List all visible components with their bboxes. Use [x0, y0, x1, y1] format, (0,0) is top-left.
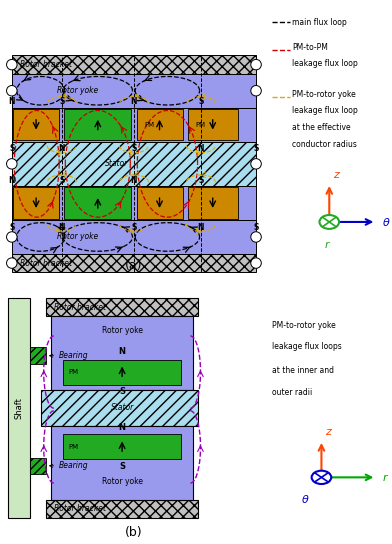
Circle shape — [251, 159, 261, 169]
Text: S: S — [9, 144, 15, 153]
Bar — [13, 109, 59, 140]
Text: S: S — [119, 462, 125, 471]
Text: $z$: $z$ — [333, 170, 341, 181]
Text: $\theta$: $\theta$ — [382, 216, 391, 228]
Bar — [136, 187, 183, 219]
Bar — [12, 55, 256, 74]
Text: $z$: $z$ — [325, 428, 334, 437]
Bar — [188, 187, 238, 219]
Text: Rotor bracket: Rotor bracket — [20, 60, 72, 69]
Text: N: N — [198, 222, 204, 232]
Text: $r$: $r$ — [382, 472, 389, 483]
Text: outer radii: outer radii — [272, 387, 313, 397]
Circle shape — [7, 159, 17, 169]
Bar — [12, 220, 256, 254]
Text: S: S — [9, 222, 15, 232]
Circle shape — [7, 232, 17, 242]
Bar — [64, 187, 131, 219]
Circle shape — [7, 258, 17, 268]
Bar — [46, 500, 198, 518]
Text: S: S — [59, 97, 64, 107]
Text: N: N — [198, 144, 204, 153]
Circle shape — [251, 59, 261, 70]
Text: N: N — [131, 176, 137, 185]
Bar — [30, 348, 46, 364]
Bar — [12, 254, 256, 272]
Text: S: S — [198, 176, 203, 185]
Circle shape — [7, 59, 17, 70]
Circle shape — [7, 85, 17, 96]
Text: leakage flux loop: leakage flux loop — [292, 107, 358, 115]
Text: N: N — [58, 144, 65, 153]
Text: Stator: Stator — [105, 159, 129, 168]
Bar — [12, 141, 256, 186]
Text: Rotor bracket: Rotor bracket — [54, 504, 106, 514]
Circle shape — [312, 471, 331, 484]
Bar — [64, 109, 131, 140]
Text: at the inner and: at the inner and — [272, 366, 334, 375]
Bar — [46, 298, 198, 316]
Circle shape — [319, 215, 339, 229]
Text: leakage flux loops: leakage flux loops — [272, 342, 342, 351]
Text: N: N — [119, 347, 125, 356]
Bar — [51, 426, 193, 500]
Text: S: S — [198, 97, 203, 107]
Text: S: S — [131, 144, 137, 153]
Circle shape — [251, 232, 261, 242]
Text: N: N — [131, 97, 137, 107]
Text: S: S — [59, 176, 64, 185]
Bar — [12, 74, 256, 108]
Text: PM: PM — [68, 444, 78, 450]
Text: Rotor yoke: Rotor yoke — [57, 232, 98, 242]
Text: Shaft: Shaft — [15, 397, 24, 419]
Text: PM-to-PM: PM-to-PM — [292, 42, 328, 52]
Text: Rotor yoke: Rotor yoke — [57, 86, 98, 95]
Text: S: S — [119, 387, 125, 397]
Text: Bearing: Bearing — [50, 461, 89, 471]
Bar — [41, 390, 198, 426]
Text: N: N — [9, 97, 15, 107]
Text: S: S — [131, 222, 137, 232]
Text: Rotor yoke: Rotor yoke — [102, 477, 143, 486]
Bar — [63, 360, 181, 385]
Circle shape — [251, 258, 261, 268]
Text: PM-to-rotor yoke: PM-to-rotor yoke — [292, 90, 356, 99]
Circle shape — [251, 85, 261, 96]
Text: S: S — [253, 222, 259, 232]
Text: N: N — [9, 176, 15, 185]
Text: PM-to-rotor yoke: PM-to-rotor yoke — [272, 321, 336, 330]
Text: $r$: $r$ — [324, 239, 331, 250]
Bar — [188, 109, 238, 140]
Text: PM: PM — [68, 369, 78, 375]
Bar — [13, 187, 59, 219]
Text: at the effective: at the effective — [292, 123, 351, 132]
Bar — [51, 316, 193, 390]
Text: N: N — [58, 222, 65, 232]
Text: S: S — [253, 144, 259, 153]
Bar — [8, 298, 30, 518]
Text: $\theta$: $\theta$ — [301, 493, 310, 505]
Text: Stator: Stator — [111, 404, 134, 412]
Bar — [12, 186, 256, 220]
Text: PM: PM — [144, 122, 154, 128]
Text: Rotor yoke: Rotor yoke — [102, 326, 143, 336]
Text: Rotor bracket: Rotor bracket — [54, 302, 106, 312]
Bar — [30, 458, 46, 474]
Bar — [12, 108, 256, 141]
Text: N: N — [119, 423, 125, 431]
Text: leakage flux loop: leakage flux loop — [292, 59, 358, 69]
Text: Bearing: Bearing — [50, 351, 89, 360]
Text: (b): (b) — [125, 526, 142, 539]
Bar — [136, 109, 183, 140]
Text: conductor radius: conductor radius — [292, 140, 357, 149]
Bar — [63, 435, 181, 459]
Text: (a): (a) — [125, 259, 142, 272]
Text: main flux loop: main flux loop — [292, 18, 347, 27]
Text: PM: PM — [196, 122, 206, 128]
Text: Rotor bracket: Rotor bracket — [20, 258, 72, 268]
